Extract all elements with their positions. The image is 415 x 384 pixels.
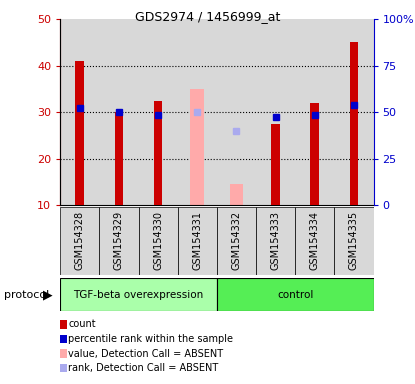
Bar (349, 43, 358, 205)
Text: GSM154334: GSM154334 (310, 211, 320, 270)
Text: GSM154332: GSM154332 (232, 211, 242, 270)
Bar (115, 113, 123, 205)
Bar (295, 207, 334, 275)
Bar (178, 19, 217, 205)
Text: TGF-beta overexpression: TGF-beta overexpression (73, 290, 204, 300)
Bar (76, 61, 84, 205)
Bar (139, 207, 178, 275)
Text: GSM154335: GSM154335 (349, 211, 359, 270)
Text: protocol: protocol (4, 290, 49, 300)
Bar (217, 278, 374, 311)
Text: GSM154329: GSM154329 (114, 211, 124, 270)
Text: GSM154330: GSM154330 (153, 211, 163, 270)
Bar (256, 19, 295, 205)
Text: GSM154333: GSM154333 (271, 211, 281, 270)
Text: GDS2974 / 1456999_at: GDS2974 / 1456999_at (135, 10, 280, 23)
Bar (60, 19, 99, 205)
Bar (99, 19, 139, 205)
Bar (60, 278, 217, 311)
Bar (190, 89, 204, 205)
Bar (60, 207, 99, 275)
Bar (256, 207, 295, 275)
Bar (229, 184, 243, 205)
Text: rank, Detection Call = ABSENT: rank, Detection Call = ABSENT (68, 363, 219, 373)
Text: count: count (68, 319, 96, 329)
Text: value, Detection Call = ABSENT: value, Detection Call = ABSENT (68, 349, 224, 359)
Bar (99, 207, 139, 275)
Text: ▶: ▶ (43, 288, 53, 301)
Bar (310, 103, 319, 205)
Bar (139, 19, 178, 205)
Text: control: control (277, 290, 313, 300)
Text: GSM154331: GSM154331 (192, 211, 202, 270)
Bar (334, 207, 374, 275)
Bar (334, 19, 374, 205)
Text: percentile rank within the sample: percentile rank within the sample (68, 334, 233, 344)
Bar (271, 124, 280, 205)
Bar (178, 207, 217, 275)
Text: GSM154328: GSM154328 (75, 211, 85, 270)
Bar (154, 101, 162, 205)
Bar (217, 207, 256, 275)
Bar (217, 19, 256, 205)
Bar (295, 19, 334, 205)
